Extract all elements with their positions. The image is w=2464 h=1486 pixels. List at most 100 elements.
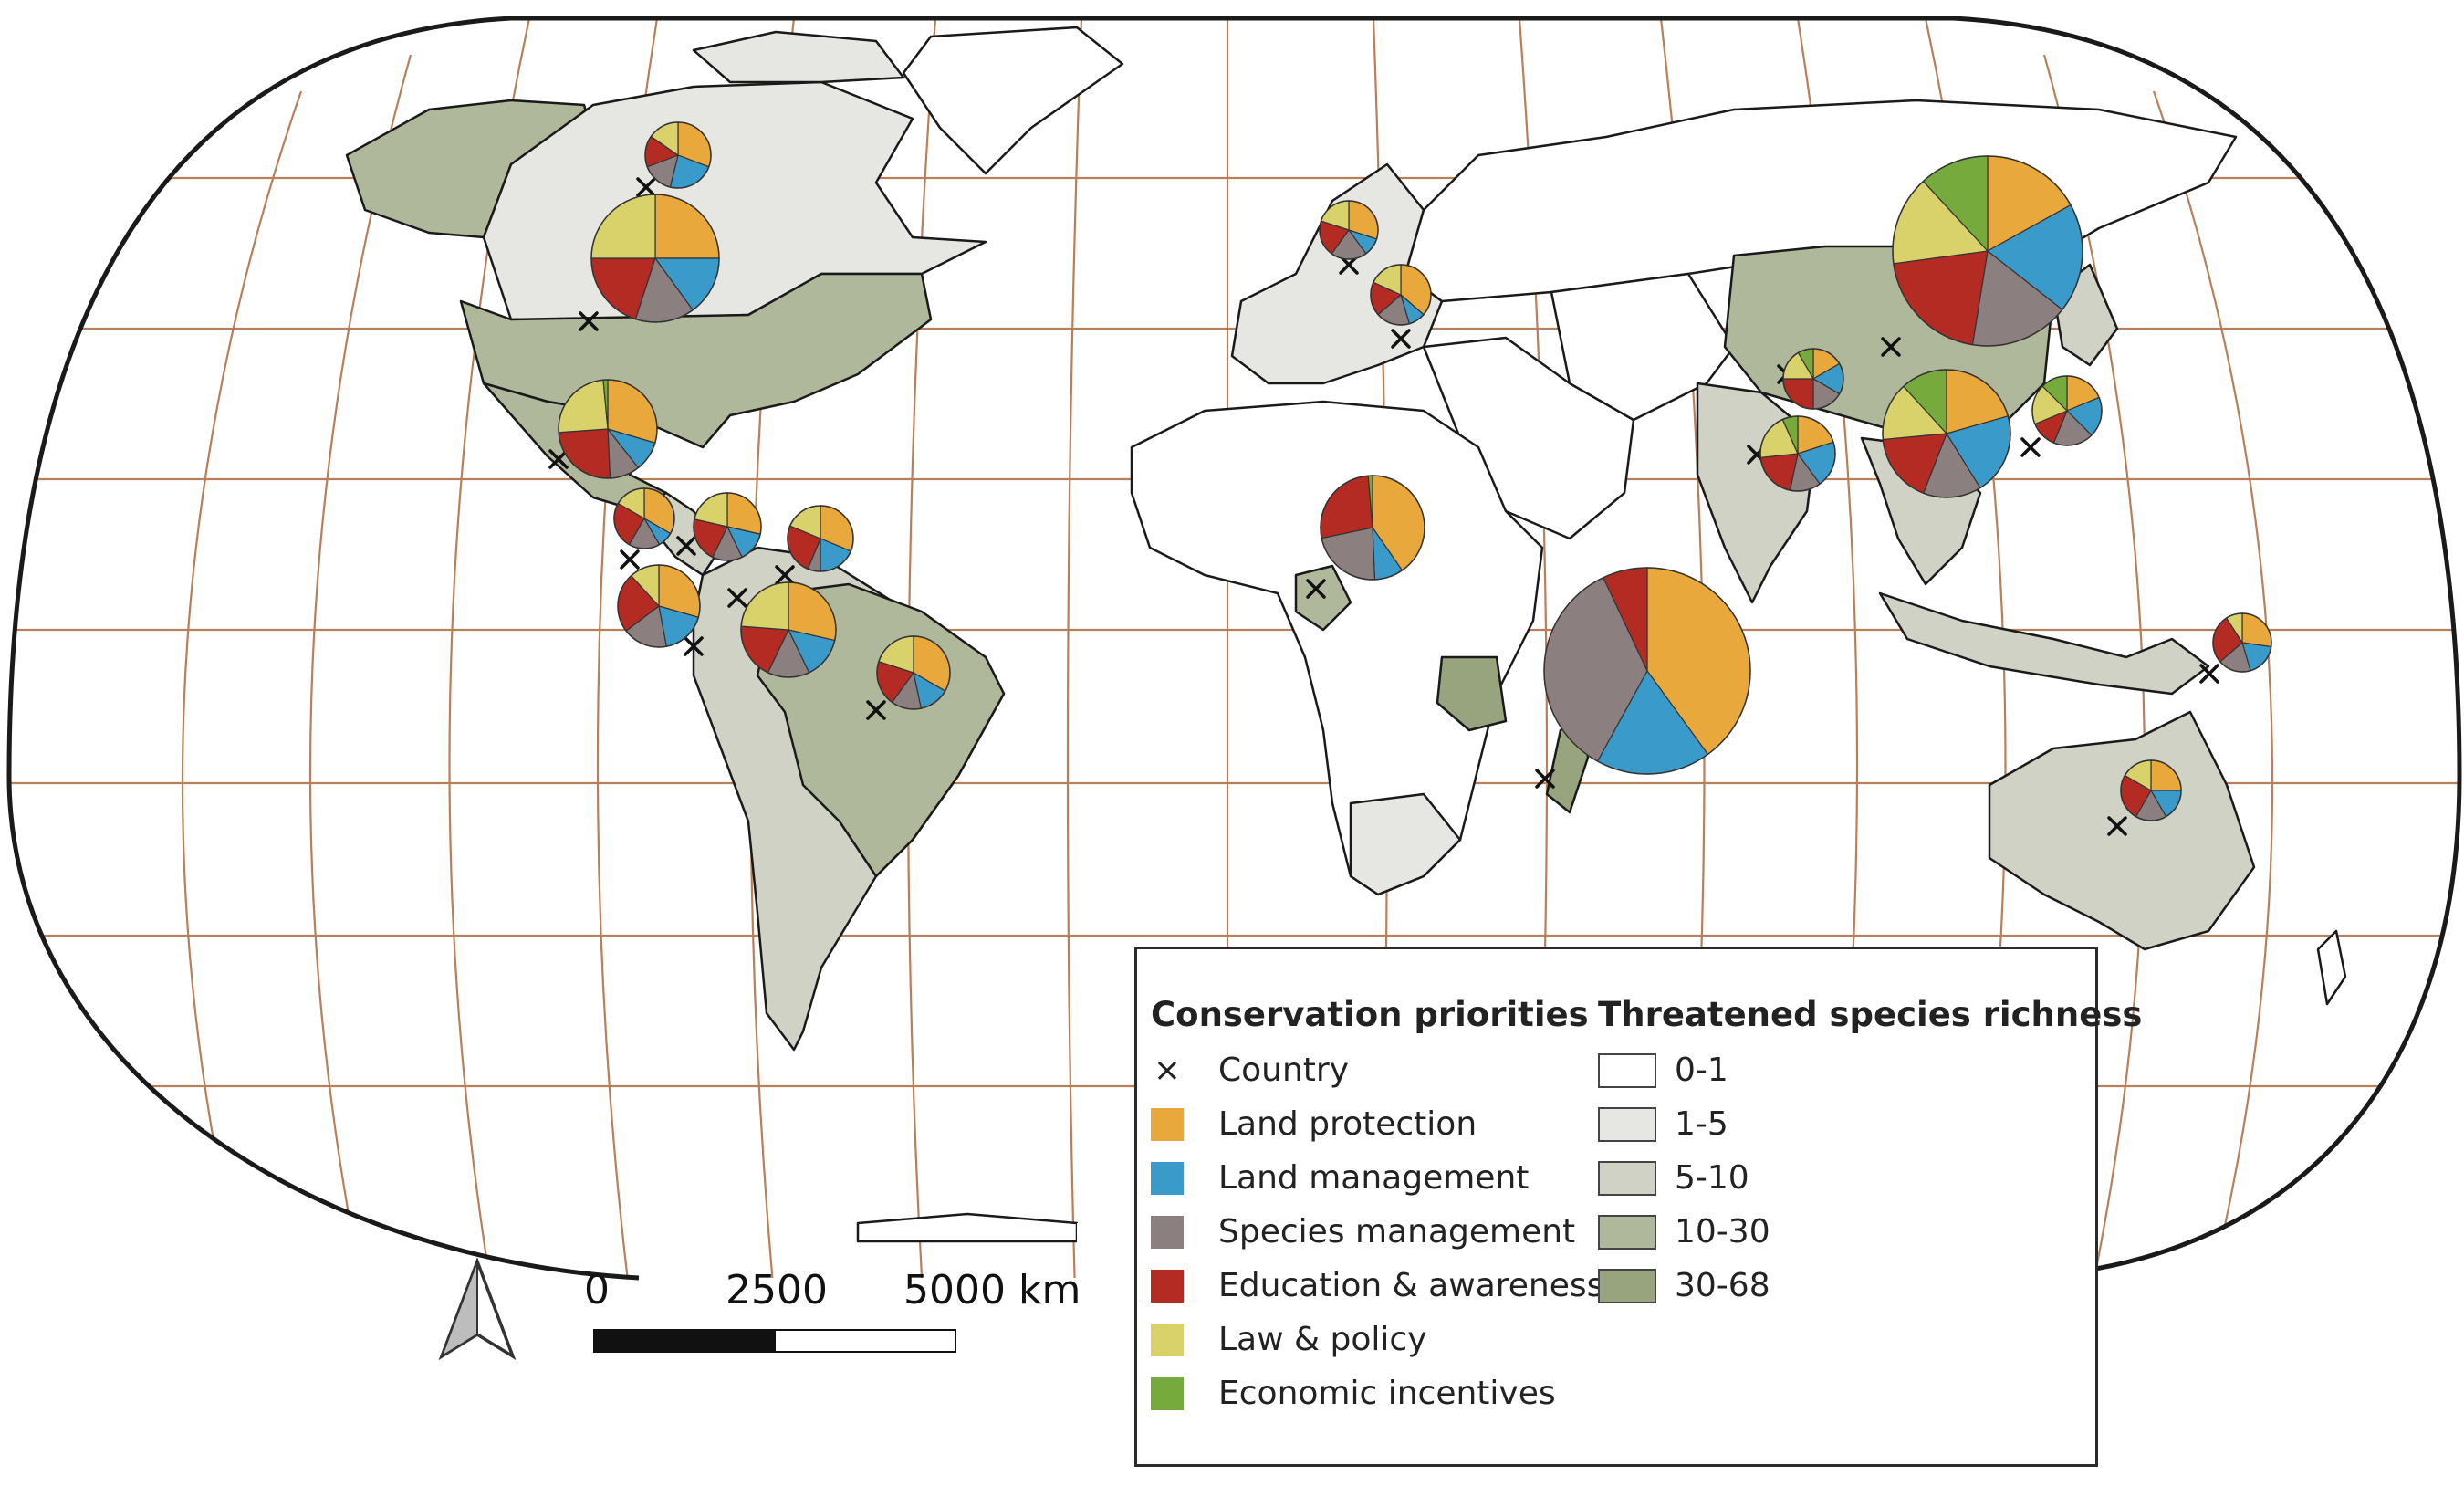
- legend-richness-4: 30-68: [1598, 1259, 2142, 1313]
- australia-marker: [2107, 816, 2127, 836]
- canada-pie-outline: [644, 121, 712, 189]
- priorities-title: Conservation priorities: [1151, 995, 1589, 1034]
- legend-category-5: Economic incentives: [1151, 1366, 1603, 1420]
- legend-category-4: Law & policy: [1151, 1313, 1603, 1366]
- richness-swatch: [1598, 1052, 1656, 1088]
- legend-category-1: Land management: [1151, 1151, 1603, 1205]
- legend-richness-0: 0-1: [1598, 1043, 2142, 1097]
- costa-rica-marker: [620, 549, 640, 570]
- scale-label-0: 0: [584, 1267, 610, 1313]
- legend-swatch: [1151, 1215, 1184, 1249]
- colombia-pie: [740, 581, 837, 678]
- philippines-pie: [2031, 375, 2103, 446]
- southern-africa: [1349, 792, 1462, 896]
- china-pie: [1892, 155, 2083, 347]
- richness-swatch: [1598, 1214, 1656, 1250]
- tanzania: [1436, 655, 1508, 732]
- legend-country-label: Country: [1218, 1052, 1350, 1089]
- greenland: [902, 26, 1124, 175]
- panama-pie: [693, 492, 762, 561]
- richness-swatch: [1598, 1160, 1656, 1196]
- legend-swatch: [1151, 1269, 1184, 1303]
- legend-swatch: [1151, 1107, 1184, 1141]
- north-arrow: [438, 1257, 517, 1361]
- globe-outline: [6, 16, 2462, 1281]
- antarctica-edge: [856, 1212, 1079, 1243]
- mexico-marker: [548, 449, 569, 469]
- cross-icon: ×: [1153, 1052, 1182, 1089]
- richness-label: 0-1: [1675, 1052, 1728, 1089]
- cameroon-pie-outline: [1320, 475, 1425, 581]
- legend-category-3: Education & awareness: [1151, 1259, 1603, 1313]
- richness-label: 1-5: [1675, 1105, 1728, 1143]
- north-arrow-icon: [438, 1257, 517, 1361]
- brazil-pie: [876, 635, 951, 710]
- map-legend: Conservation priorities × Country Land p…: [1134, 947, 2142, 1467]
- richness-label: 10-30: [1675, 1213, 1770, 1251]
- papua-new-guinea-pie-outline: [2212, 612, 2272, 673]
- poland-pie: [1319, 200, 1379, 260]
- legend-richness-1: 1-5: [1598, 1097, 2142, 1151]
- philippines-marker: [2020, 437, 2041, 457]
- country-markers: [548, 177, 2219, 836]
- panama-marker: [676, 536, 696, 556]
- legend-category-label: Land management: [1218, 1159, 1530, 1197]
- usa-pie: [590, 194, 720, 323]
- richness-swatch: [1598, 1106, 1656, 1142]
- madagascar-pie-outline: [1543, 567, 1751, 775]
- legend-category-label: Land protection: [1218, 1105, 1477, 1143]
- china-pie-outline: [1892, 155, 2083, 347]
- legend-swatch: [1151, 1161, 1184, 1195]
- pie-charts: [558, 121, 2272, 821]
- papua-new-guinea-pie: [2212, 612, 2272, 673]
- panama-pie-outline: [693, 492, 762, 561]
- southeast-asia-pie-outline: [1882, 369, 2011, 498]
- cameroon-pie: [1320, 475, 1425, 581]
- bulgaria-pie-outline: [1370, 264, 1432, 326]
- canada-north-marker: [636, 177, 656, 197]
- venezuela-pie-outline: [787, 505, 854, 572]
- scale-bar-dark: [593, 1329, 776, 1353]
- legend-category-label: Education & awareness: [1218, 1267, 1604, 1304]
- legend-swatch: [1151, 1376, 1184, 1410]
- southeast-asia-pie: [1882, 369, 2011, 498]
- canada-pie: [644, 121, 712, 189]
- richness-swatch: [1598, 1268, 1656, 1303]
- mexico-pie: [558, 379, 658, 479]
- legend-country: × Country: [1151, 1043, 1603, 1097]
- madagascar-marker: [1535, 769, 1555, 789]
- ecuador-marker: [684, 636, 704, 656]
- scale-bar: 0 2500 5000 km: [584, 1267, 1081, 1358]
- bulgaria-marker: [1391, 329, 1411, 349]
- madagascar-pie: [1543, 567, 1751, 775]
- legend-category-label: Species management: [1218, 1213, 1576, 1251]
- papua-new-guinea-marker: [2199, 664, 2219, 684]
- australia-pie-outline: [2120, 759, 2182, 821]
- brazil-marker: [866, 700, 886, 720]
- richness-label: 5-10: [1675, 1159, 1749, 1197]
- ecuador-pie: [617, 564, 701, 648]
- legend-swatch: [1151, 1323, 1184, 1356]
- poland-pie-outline: [1319, 200, 1379, 260]
- usa-pie-outline: [590, 194, 720, 323]
- australia-pie: [2120, 759, 2182, 821]
- scale-label-5000: 5000 km: [903, 1267, 1081, 1313]
- philippines-pie-outline: [2031, 375, 2103, 446]
- india-pie: [1759, 415, 1836, 492]
- priorities-legend: Conservation priorities × Country Land p…: [1151, 995, 1603, 1420]
- legend-category-label: Law & policy: [1218, 1321, 1427, 1358]
- china-marker: [1881, 337, 1901, 357]
- cameroon-marker: [1306, 579, 1326, 599]
- richness-title: Threatened species richness: [1598, 995, 2143, 1034]
- scale-label-2500: 2500: [726, 1267, 828, 1313]
- bulgaria-pie: [1370, 264, 1432, 326]
- colombia-marker: [727, 588, 747, 608]
- ecuador-pie-outline: [617, 564, 701, 648]
- legend-category-2: Species management: [1151, 1205, 1603, 1259]
- richness-legend: Threatened species richness 0-1 1-5 5-10 10…: [1598, 995, 2142, 1313]
- colombia-pie-outline: [740, 581, 837, 678]
- costa-rica-pie-outline: [613, 487, 675, 549]
- new-zealand: [2316, 929, 2347, 1006]
- scale-bar-light: [774, 1329, 956, 1353]
- venezuela-pie: [787, 505, 854, 572]
